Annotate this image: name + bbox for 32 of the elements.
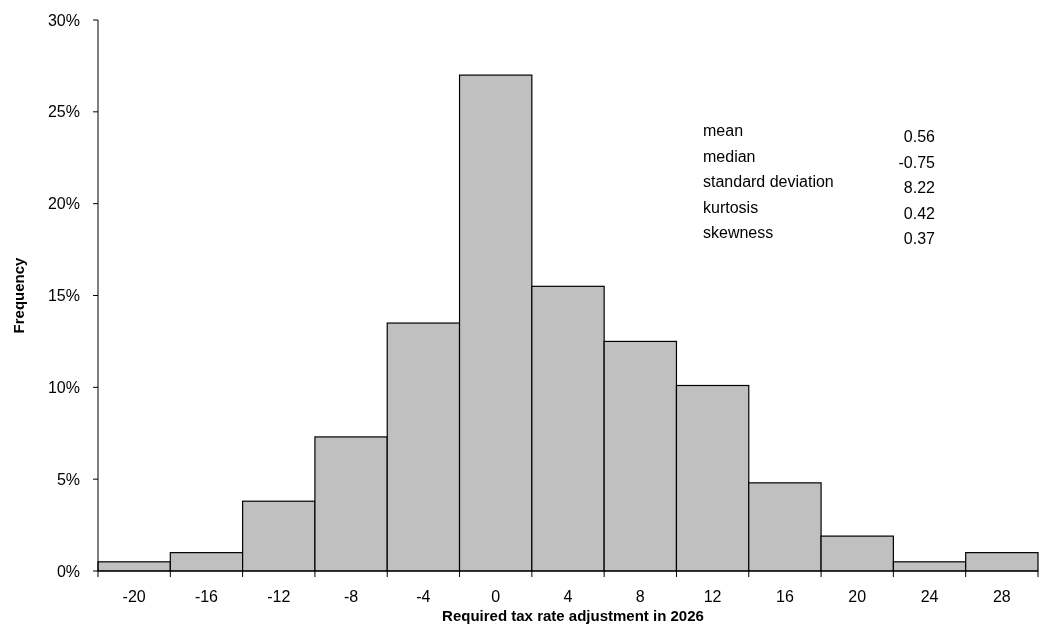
annotation: standard deviation	[703, 173, 834, 190]
x-tick-label: -12	[267, 588, 291, 605]
x-tick-label: 12	[703, 588, 722, 605]
y-tick-label: 15%	[47, 287, 80, 305]
x-tick-label: 8	[635, 588, 645, 605]
y-axis-title: Frequency	[10, 256, 27, 334]
x-tick-label: -20	[122, 588, 146, 605]
x-tick-label: -16	[194, 588, 219, 605]
annotation: median	[703, 147, 756, 165]
annotation: 0.37	[903, 230, 936, 247]
x-tick-label: 4	[563, 588, 573, 605]
annotation: 0.42	[903, 204, 936, 222]
x-tick-label: -4	[416, 588, 431, 605]
x-tick-label: 28	[992, 588, 1011, 605]
x-tick-label: 0	[491, 588, 501, 605]
x-axis-title: Required tax rate adjustment in 2026	[442, 607, 704, 624]
annotation: 8.22	[903, 179, 936, 196]
annotation: mean	[703, 122, 744, 139]
annotation: -0.75	[898, 153, 936, 171]
y-tick-label: 20%	[47, 195, 80, 213]
x-tick-label: 24	[920, 588, 939, 605]
y-tick-label: 0%	[56, 562, 80, 580]
annotation: 0.56	[903, 128, 936, 145]
annotation: kurtosis	[703, 198, 759, 216]
x-tick-label: -8	[343, 588, 359, 605]
y-tick-label: 30%	[47, 11, 80, 29]
x-tick-label: 16	[776, 588, 794, 605]
y-tick-label: 25%	[47, 103, 80, 121]
x-tick-label: 20	[848, 588, 867, 605]
y-tick-label: 10%	[47, 378, 80, 396]
annotation: skewness	[703, 224, 774, 241]
y-tick-label: 5%	[56, 470, 80, 488]
